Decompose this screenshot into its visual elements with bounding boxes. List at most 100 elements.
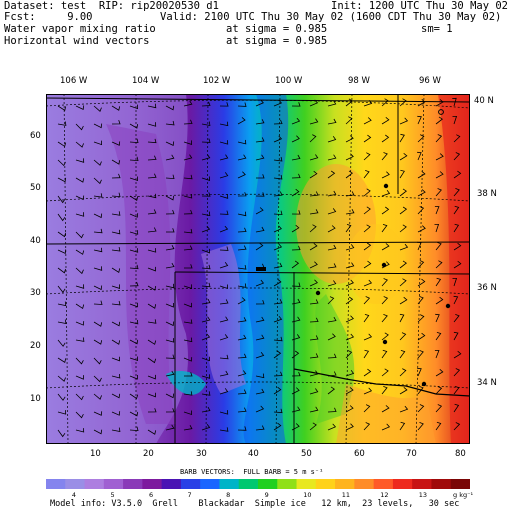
wind-barb bbox=[183, 410, 192, 416]
wind-barb bbox=[147, 339, 157, 345]
colorbar-tick-label: 12 bbox=[380, 491, 389, 499]
wind-barb bbox=[399, 421, 406, 431]
wind-barbs bbox=[57, 97, 462, 438]
wind-barb bbox=[381, 134, 390, 143]
init-time: Init: 1200 UTC Thu 30 May 02 bbox=[331, 0, 509, 12]
moisture-map bbox=[46, 94, 470, 444]
wind-barb bbox=[237, 370, 247, 377]
wind-barb bbox=[201, 192, 211, 197]
wind-barb bbox=[363, 117, 372, 125]
wind-barb bbox=[57, 177, 67, 183]
wind-barb bbox=[93, 123, 103, 129]
wind-barb bbox=[327, 190, 337, 197]
wind-barb bbox=[147, 248, 157, 253]
wind-barb bbox=[309, 406, 319, 413]
wind-barb bbox=[255, 334, 265, 341]
wind-barb bbox=[291, 245, 301, 251]
wind-barb bbox=[183, 174, 193, 180]
wind-barb bbox=[219, 172, 229, 179]
wind-barb bbox=[111, 119, 121, 125]
wind-barb bbox=[381, 98, 389, 107]
wind-barb bbox=[75, 321, 85, 326]
wind-barb bbox=[183, 209, 193, 215]
wind-barb bbox=[381, 189, 391, 197]
wind-barb bbox=[273, 350, 282, 359]
wind-barb bbox=[309, 261, 318, 269]
wind-barb bbox=[129, 176, 138, 182]
wind-barb bbox=[75, 231, 84, 239]
wind-barb bbox=[75, 141, 84, 148]
wind-barb bbox=[417, 332, 426, 341]
lon-label-96w: 96 W bbox=[419, 76, 441, 86]
wind-barb bbox=[57, 285, 66, 293]
forecast-hour: Fcst: 9.00 bbox=[4, 11, 93, 23]
wind-barb bbox=[273, 262, 283, 269]
wind-barb bbox=[453, 223, 460, 233]
wind-barb bbox=[147, 285, 157, 291]
wind-barb bbox=[309, 317, 319, 323]
wind-barb bbox=[75, 123, 84, 131]
wind-barb bbox=[417, 115, 422, 125]
wind-barb bbox=[75, 105, 85, 110]
wind-barb bbox=[93, 429, 103, 435]
wind-barb bbox=[309, 335, 319, 341]
wind-barb bbox=[291, 224, 300, 233]
wind-barb bbox=[435, 171, 444, 179]
wind-barb bbox=[219, 316, 229, 323]
state-boundaries bbox=[46, 94, 470, 444]
wind-barb bbox=[219, 121, 229, 127]
wind-barb bbox=[93, 300, 103, 305]
wind-barb bbox=[165, 105, 175, 111]
wind-barb bbox=[111, 267, 121, 273]
wind-barb bbox=[345, 224, 352, 233]
wind-barb bbox=[363, 134, 372, 143]
wind-barb bbox=[381, 243, 390, 251]
wind-barb bbox=[255, 425, 265, 431]
y-tick-60: 60 bbox=[30, 131, 41, 141]
wind-barb bbox=[93, 213, 103, 219]
barb-note: BARB VECTORS: FULL BARB = 5 m s⁻¹ bbox=[180, 468, 324, 476]
wind-barb bbox=[219, 334, 229, 341]
wind-barb bbox=[93, 393, 102, 400]
wind-barb bbox=[327, 118, 337, 125]
wind-barb bbox=[166, 228, 175, 233]
wind-barb bbox=[93, 140, 102, 146]
wind-barb bbox=[237, 297, 246, 305]
wind-barb bbox=[381, 368, 389, 377]
wind-barb bbox=[291, 135, 300, 143]
wind-barb bbox=[183, 319, 193, 324]
wind-barb bbox=[399, 243, 409, 251]
wind-barb bbox=[345, 153, 354, 161]
wind-barb bbox=[291, 210, 301, 215]
wind-barb bbox=[327, 407, 337, 413]
wind-barb bbox=[345, 369, 355, 377]
wind-barb bbox=[184, 372, 193, 377]
wind-barb bbox=[93, 321, 103, 327]
wind-barb bbox=[219, 354, 229, 360]
wind-barb bbox=[291, 117, 301, 125]
wind-barb bbox=[309, 242, 318, 251]
wind-barb bbox=[165, 195, 175, 201]
wind-barb bbox=[93, 411, 103, 416]
wind-barb bbox=[165, 209, 175, 215]
wind-barb bbox=[435, 313, 440, 323]
wind-barb bbox=[237, 117, 246, 125]
wind-barb bbox=[129, 230, 139, 235]
wind-barb bbox=[201, 101, 211, 107]
wind-barb bbox=[255, 279, 265, 287]
wind-barb bbox=[147, 392, 156, 398]
colorbar-swatch bbox=[296, 479, 317, 489]
wind-barb bbox=[201, 138, 211, 143]
wind-barb bbox=[111, 192, 121, 198]
wind-barb bbox=[237, 407, 247, 413]
wind-barb bbox=[435, 386, 443, 395]
wind-barb bbox=[381, 206, 390, 215]
wind-barb bbox=[237, 334, 247, 341]
wind-barb bbox=[453, 331, 459, 341]
wind-barb bbox=[417, 206, 425, 215]
model-info: Model info: V3.5.0 Grell Blackadar Simpl… bbox=[50, 499, 460, 509]
wind-barb bbox=[147, 103, 157, 109]
wind-barb bbox=[273, 210, 283, 216]
wind-barb bbox=[183, 302, 192, 308]
wind-barb bbox=[363, 314, 370, 323]
